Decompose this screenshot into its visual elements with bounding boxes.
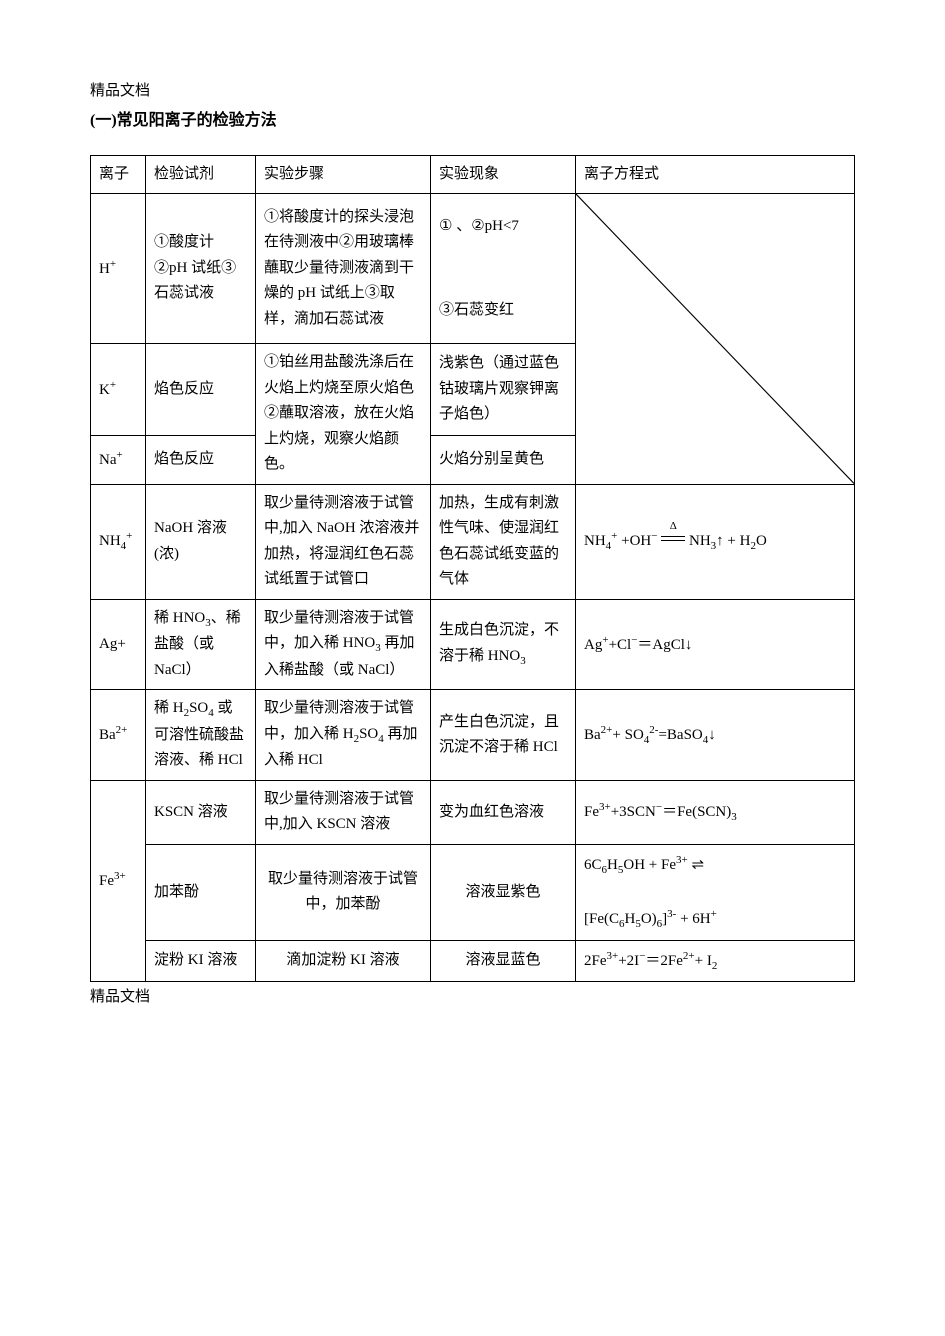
equation-cell: Ag++Cl−＝AgCl↓ <box>576 599 855 690</box>
procedure-cell: 取少量待测溶液于试管中，加入稀 H2SO4 再加入稀 HCl <box>256 690 431 781</box>
equation-cell: 6C6H5OH + Fe3+ ⇌[Fe(C6H5O)6]3- + 6H+ <box>576 844 855 940</box>
col-header-ion: 离子 <box>91 155 146 194</box>
header-label: 精品文档 <box>90 80 855 103</box>
footer-label: 精品文档 <box>90 986 855 1009</box>
phenomenon-cell: 加热，生成有刺激性气味、使湿润红色石蕊试纸变蓝的气体 <box>431 484 576 599</box>
table-row: Fe3+ KSCN 溶液 取少量待测溶液于试管中,加入 KSCN 溶液 变为血红… <box>91 780 855 844</box>
ion-cell: Fe3+ <box>91 780 146 982</box>
table-header-row: 离子 检验试剂 实验步骤 实验现象 离子方程式 <box>91 155 855 194</box>
table-row: NH4+ NaOH 溶液(浓) 取少量待测溶液于试管中,加入 NaOH 浓溶液并… <box>91 484 855 599</box>
equation-cell: Fe3++3SCN−＝Fe(SCN)3 <box>576 780 855 844</box>
phenomenon-cell: 变为血红色溶液 <box>431 780 576 844</box>
ion-cell: Ba2+ <box>91 690 146 781</box>
procedure-cell: 取少量待测溶液于试管中，加苯酚 <box>256 844 431 940</box>
procedure-cell: 取少量待测溶液于试管中,加入 NaOH 浓溶液并加热，将湿润红色石蕊试纸置于试管… <box>256 484 431 599</box>
phenomenon-cell: 生成白色沉淀，不溶于稀 HNO3 <box>431 599 576 690</box>
reagent-cell: ①酸度计②pH 试纸③石蕊试液 <box>146 194 256 344</box>
ion-cell: Ag+ <box>91 599 146 690</box>
ion-cell: K+ <box>91 344 146 436</box>
procedure-cell: ①将酸度计的探头浸泡在待测液中②用玻璃棒蘸取少量待测液滴到干燥的 pH 试纸上③… <box>256 194 431 344</box>
ion-test-table: 离子 检验试剂 实验步骤 实验现象 离子方程式 H+ ①酸度计②pH 试纸③石蕊… <box>90 155 855 983</box>
ion-cell: NH4+ <box>91 484 146 599</box>
reagent-cell: 焰色反应 <box>146 436 256 484</box>
phenomenon-cell: 溶液显蓝色 <box>431 940 576 982</box>
phenomenon-cell: 浅紫色（通过蓝色钴玻璃片观察钾离子焰色） <box>431 344 576 436</box>
reagent-cell: KSCN 溶液 <box>146 780 256 844</box>
equation-cell: NH4+ +OH− NH3↑ + H2O <box>576 484 855 599</box>
col-header-procedure: 实验步骤 <box>256 155 431 194</box>
table-row: 淀粉 KI 溶液 滴加淀粉 KI 溶液 溶液显蓝色 2Fe3++2I−＝2Fe2… <box>91 940 855 982</box>
reagent-cell: NaOH 溶液(浓) <box>146 484 256 599</box>
procedure-cell: 取少量待测溶液于试管中，加入稀 HNO3 再加入稀盐酸（或 NaCl） <box>256 599 431 690</box>
procedure-cell: 取少量待测溶液于试管中,加入 KSCN 溶液 <box>256 780 431 844</box>
ion-cell: Na+ <box>91 436 146 484</box>
reagent-cell: 稀 H2SO4 或可溶性硫酸盐溶液、稀 HCl <box>146 690 256 781</box>
col-header-phenomenon: 实验现象 <box>431 155 576 194</box>
page-title: (一)常见阳离子的检验方法 <box>90 109 855 133</box>
equation-cell: 2Fe3++2I−＝2Fe2++ I2 <box>576 940 855 982</box>
reagent-cell: 焰色反应 <box>146 344 256 436</box>
phenomenon-line: ③石蕊变红 <box>439 298 567 324</box>
table-row: Ba2+ 稀 H2SO4 或可溶性硫酸盐溶液、稀 HCl 取少量待测溶液于试管中… <box>91 690 855 781</box>
reagent-cell: 加苯酚 <box>146 844 256 940</box>
col-header-reagent: 检验试剂 <box>146 155 256 194</box>
phenomenon-cell: 溶液显紫色 <box>431 844 576 940</box>
phenomenon-cell: 产生白色沉淀，且沉淀不溶于稀 HCl <box>431 690 576 781</box>
table-row: 加苯酚 取少量待测溶液于试管中，加苯酚 溶液显紫色 6C6H5OH + Fe3+… <box>91 844 855 940</box>
phenomenon-cell: ① 、②pH<7 ③石蕊变红 <box>431 194 576 344</box>
reagent-cell: 淀粉 KI 溶液 <box>146 940 256 982</box>
reagent-cell: 稀 HNO3、稀盐酸（或 NaCl） <box>146 599 256 690</box>
equation-cell-empty <box>576 194 855 485</box>
table-row: Ag+ 稀 HNO3、稀盐酸（或 NaCl） 取少量待测溶液于试管中，加入稀 H… <box>91 599 855 690</box>
procedure-cell: 滴加淀粉 KI 溶液 <box>256 940 431 982</box>
procedure-cell: ①铂丝用盐酸洗涤后在火焰上灼烧至原火焰色②蘸取溶液，放在火焰上灼烧，观察火焰颜色… <box>256 344 431 485</box>
equation-cell: Ba2++ SO42-=BaSO4↓ <box>576 690 855 781</box>
ion-cell: H+ <box>91 194 146 344</box>
table-row: H+ ①酸度计②pH 试纸③石蕊试液 ①将酸度计的探头浸泡在待测液中②用玻璃棒蘸… <box>91 194 855 344</box>
phenomenon-line: ① 、②pH<7 <box>439 214 567 240</box>
col-header-equation: 离子方程式 <box>576 155 855 194</box>
phenomenon-cell: 火焰分别呈黄色 <box>431 436 576 484</box>
